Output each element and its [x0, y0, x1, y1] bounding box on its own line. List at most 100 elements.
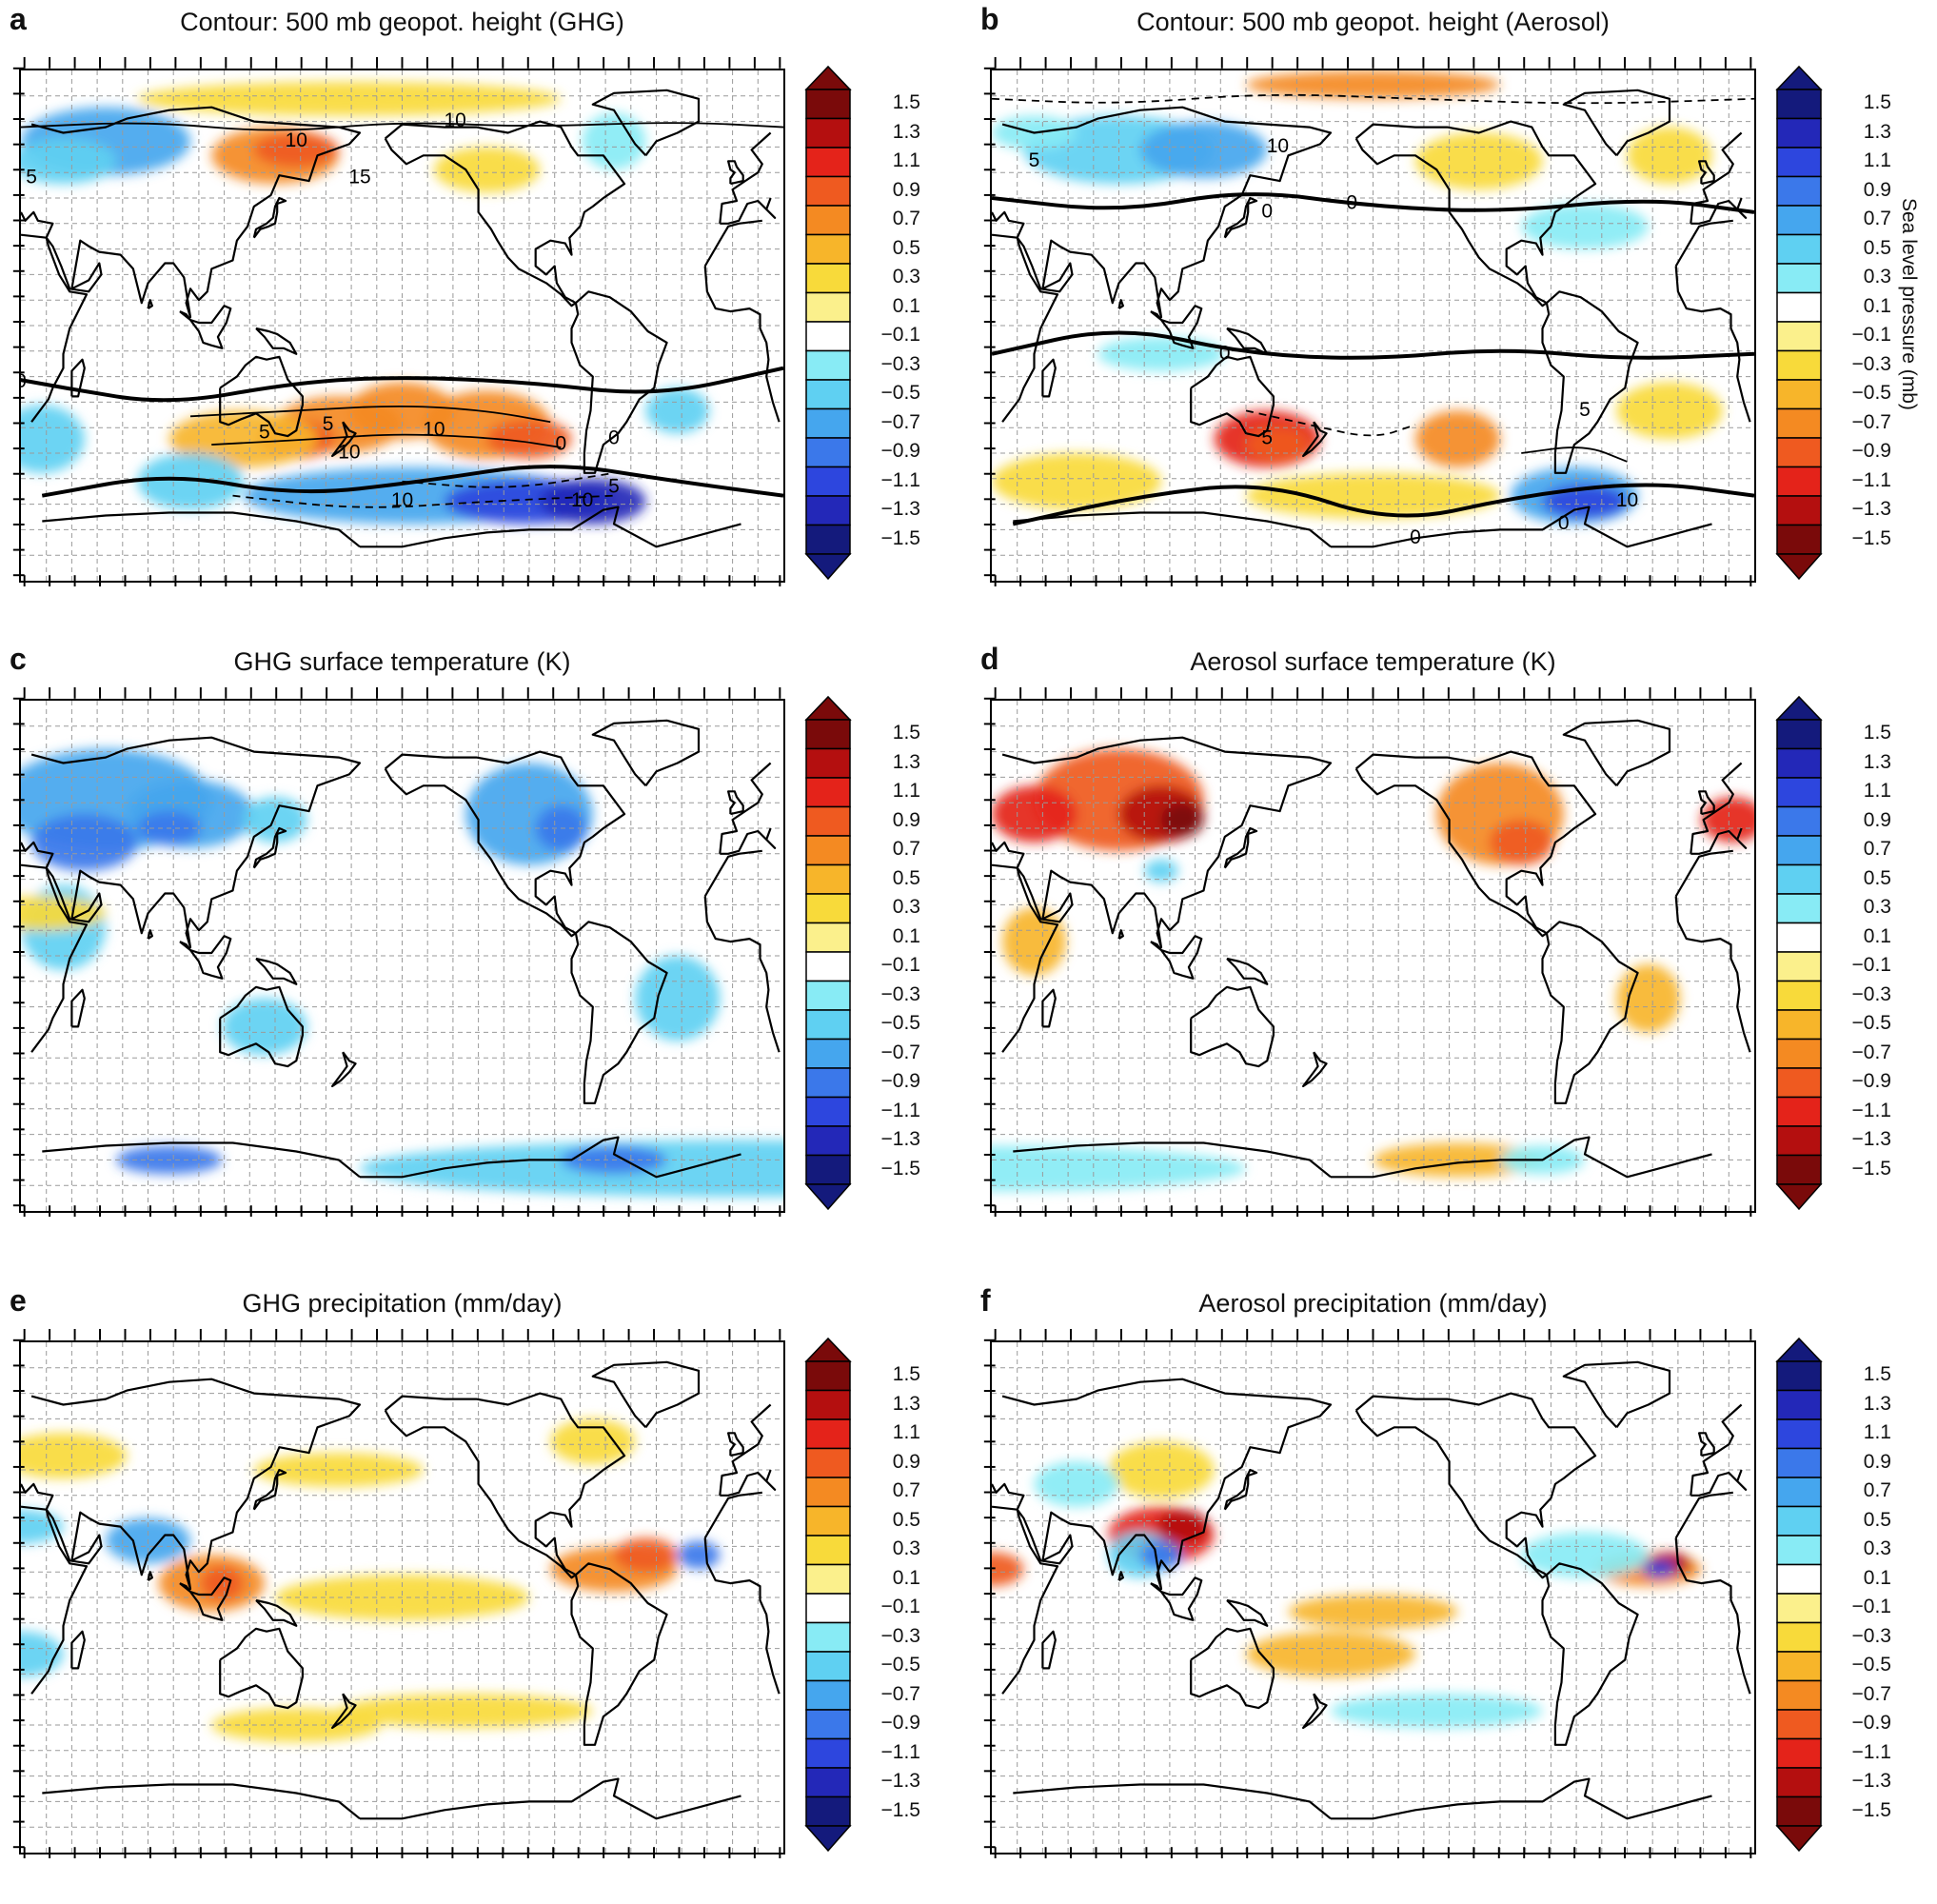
anomaly-patch	[1616, 963, 1681, 1033]
coastline	[703, 896, 781, 1053]
anomaly-patch	[1627, 127, 1712, 185]
panel-letter: a	[10, 2, 27, 36]
colorbar-tick-label: −1.3	[880, 498, 920, 520]
colorbar-swatch	[1776, 1505, 1822, 1537]
colorbar-tick-label: −0.7	[1851, 1041, 1891, 1063]
panel-title: Contour: 500 mb geopot. height (Aerosol)	[1137, 8, 1610, 36]
colorbar-swatch	[1776, 1447, 1822, 1478]
coastline	[1674, 266, 1751, 423]
coastline	[1150, 935, 1203, 980]
colorbar-swatch	[1776, 1737, 1822, 1769]
colorbar-swatch	[805, 1125, 851, 1157]
anomaly-patch	[1616, 382, 1723, 440]
coastline	[591, 1360, 701, 1429]
colorbar-swatch	[805, 1154, 851, 1185]
colorbar-tick-label: 1.5	[892, 1363, 920, 1385]
colorbar-max-arrow	[804, 695, 852, 721]
colorbar-swatch	[1776, 263, 1822, 294]
colorbar-tick-label: −0.5	[1851, 382, 1891, 404]
contour-line	[21, 122, 783, 131]
coastline	[1690, 827, 1748, 855]
contour-label: 0	[608, 427, 620, 449]
colorbar-tick-label: −0.9	[880, 1070, 920, 1092]
coastline	[1302, 1051, 1328, 1088]
colorbar-tick-label: 0.5	[1863, 866, 1891, 889]
colorbar-swatch	[1776, 349, 1822, 381]
colorbar-min-arrow	[804, 1825, 852, 1853]
colorbar-tick-label: 0.9	[1863, 178, 1891, 201]
colorbar-swatch	[1776, 147, 1822, 178]
colorbar-swatch	[1776, 777, 1822, 808]
coastline	[719, 131, 772, 224]
map-canvas	[21, 701, 783, 1211]
colorbar-swatch	[805, 951, 851, 982]
colorbar-swatch	[1776, 175, 1822, 207]
colorbar-tick-label: 0.5	[892, 1508, 920, 1531]
coastline	[1562, 719, 1671, 787]
colorbar-min-arrow	[1775, 1825, 1823, 1853]
colorbar-max-arrow	[804, 65, 852, 90]
colorbar-tick-label: −0.5	[880, 1654, 920, 1676]
colorbar-tick-label: 0.1	[1863, 294, 1891, 317]
anomaly-patch	[1642, 1560, 1676, 1578]
coastline	[992, 233, 1059, 423]
colorbar-tick-label: 0.1	[892, 1566, 920, 1589]
anomaly-patch	[1246, 70, 1500, 99]
panel-letter: f	[980, 1283, 991, 1318]
contour-label: 10	[423, 419, 445, 441]
colorbar-swatch	[1776, 437, 1822, 468]
contour-label: 10	[444, 109, 465, 131]
colorbar-swatch	[1776, 747, 1822, 779]
colorbar-swatch	[805, 777, 851, 808]
colorbar-tick-label: 0.1	[1863, 1566, 1891, 1589]
colorbar-tick-label: 1.3	[892, 750, 920, 773]
colorbar-swatch	[805, 1767, 851, 1798]
coastline	[21, 1378, 362, 1591]
colorbar-swatch	[1776, 1709, 1822, 1740]
contour-label: 10	[1616, 489, 1638, 511]
colorbar-tick-label: 0.7	[1863, 838, 1891, 860]
anomaly-patch	[1161, 803, 1204, 837]
colorbar-swatch	[805, 1709, 851, 1740]
coastline	[703, 849, 762, 898]
coastline	[1690, 762, 1743, 854]
colorbar-min-arrow	[1775, 1183, 1823, 1211]
colorbar-tick-label: −0.3	[1851, 982, 1891, 1005]
colorbar-swatch	[1776, 524, 1822, 555]
coastline	[255, 1598, 298, 1627]
contour-label: 0	[1558, 512, 1570, 534]
contour-label: 5	[323, 413, 334, 435]
coastline	[570, 1562, 668, 1746]
coastline	[1041, 1630, 1057, 1670]
colorbar-swatch	[805, 719, 851, 750]
colorbar-swatch	[805, 379, 851, 410]
colorbar-swatch	[805, 805, 851, 837]
coastline	[1302, 1693, 1328, 1730]
coastline	[1013, 511, 1332, 548]
colorbar-tick-label: 0.9	[892, 1450, 920, 1473]
contour-line	[211, 433, 562, 448]
colorbar-swatch	[1776, 1125, 1822, 1157]
coastline	[1674, 1537, 1751, 1695]
coastline	[992, 863, 1059, 1053]
coastline	[70, 358, 86, 398]
colorbar-tick-label: 0.9	[892, 808, 920, 831]
coastline	[719, 762, 772, 854]
coastlines	[21, 89, 781, 548]
colorbar-swatch	[1776, 1651, 1822, 1682]
colorbar-swatch	[1776, 205, 1822, 236]
colorbar-swatch	[1776, 1360, 1822, 1392]
colorbar-tick-label: 0.5	[892, 236, 920, 259]
coastline	[1541, 1562, 1639, 1746]
contour-line	[41, 465, 783, 498]
colorbar-tick-label: −0.1	[880, 954, 920, 976]
coastline	[1562, 89, 1671, 157]
colorbar-side-title: Sea level pressure (mb)	[1898, 198, 1920, 410]
colorbar-swatch	[805, 349, 851, 381]
colorbar-tick-label: −0.9	[1851, 1070, 1891, 1092]
coastline	[1674, 219, 1733, 268]
coastline	[219, 985, 304, 1068]
colorbar-max-arrow	[1775, 1337, 1823, 1362]
anomaly-patch	[1139, 121, 1268, 179]
colorbar-tick-label: −0.3	[880, 352, 920, 375]
